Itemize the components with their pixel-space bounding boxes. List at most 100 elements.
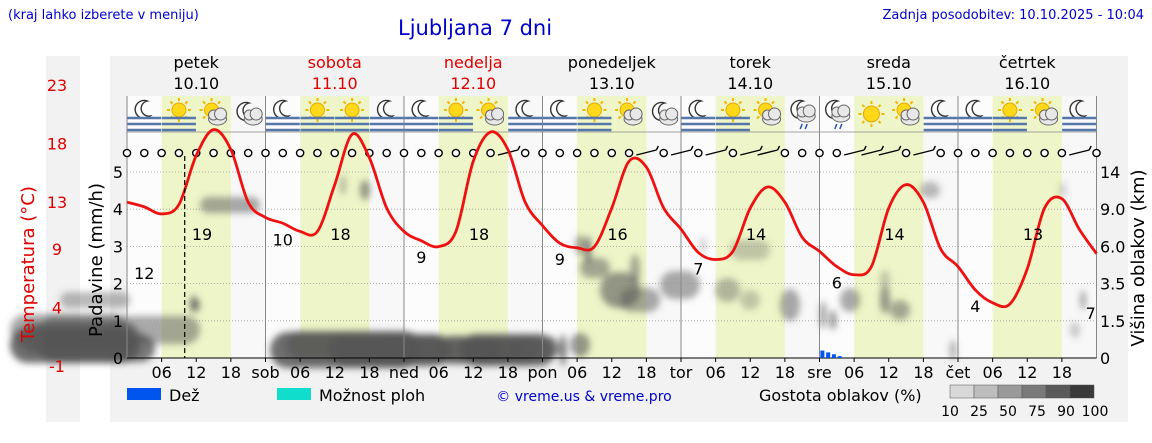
day-date: 10.10: [173, 74, 219, 93]
temperature-tick-label: 13: [47, 193, 67, 212]
wind-barb: [724, 145, 729, 151]
rain-drop: [834, 123, 838, 130]
temperature-label: 6: [832, 274, 842, 293]
wind-calm-circle: [347, 148, 357, 158]
cloud-density-swatch: [1069, 384, 1095, 399]
wind-calm-circle: [157, 148, 166, 158]
sun-ray: [861, 104, 866, 108]
sun-fog-icon: [715, 98, 750, 132]
wind-calm-circle: [313, 148, 322, 158]
sun-ray: [600, 100, 604, 105]
cloud-density-tick-label: 25: [970, 404, 988, 420]
sun-ray: [1033, 115, 1037, 120]
daylight-band: [300, 96, 370, 358]
day-date: 13.10: [589, 74, 635, 93]
night-band: [127, 96, 162, 358]
temperature-tick-label: 18: [47, 135, 67, 154]
cloud-height-tick-label: 0: [1100, 349, 1110, 368]
sun-ray: [632, 100, 637, 105]
x-tick-label: tor: [670, 363, 693, 382]
sun-cloud-icon: [476, 98, 505, 126]
precip-tick-label: 0: [113, 349, 123, 368]
wind-calm-circle: [417, 148, 426, 158]
precip-tick-label: 3: [113, 237, 123, 256]
x-tick-label: 06: [844, 363, 864, 382]
cloud-density-tick-label: 100: [1082, 404, 1109, 420]
sun-ray: [1033, 100, 1037, 105]
x-tick-label: 06: [428, 363, 448, 382]
cloud-patch: [660, 271, 700, 299]
moon-fog-icon: [508, 99, 543, 132]
cloud-patch: [780, 289, 800, 321]
sun-ray: [461, 100, 466, 105]
wind-calm-circle: [953, 148, 963, 158]
temperature-label: 19: [192, 225, 212, 244]
temperature-label: 18: [330, 225, 350, 244]
wind-calm-circle: [1005, 148, 1015, 158]
daylight-band: [715, 96, 785, 358]
cloud-shape: [837, 104, 851, 118]
moon-fog-icon: [542, 99, 577, 132]
x-tick-label: 06: [151, 363, 171, 382]
sun-disc: [725, 102, 741, 118]
cloud-patch: [570, 333, 590, 357]
sun-disc: [586, 102, 602, 118]
sun-cloud-icon: [1030, 98, 1059, 126]
sun-fog-icon: [577, 98, 612, 132]
wind-barb: [705, 149, 726, 156]
wind-calm-circle: [486, 148, 495, 158]
wind-calm-circle: [174, 148, 184, 158]
temperature-tick-label: 9: [52, 240, 62, 259]
cloud-patch: [880, 286, 890, 314]
sun-ray: [184, 100, 189, 105]
page-title: Ljubljana 7 dni: [398, 16, 553, 40]
daylight-band: [577, 96, 647, 358]
x-tick-label: pon: [527, 363, 557, 382]
cloud-patch: [620, 288, 660, 312]
cloud-patch: [360, 180, 370, 200]
rain-bar: [831, 354, 836, 358]
wind-calm-circle: [780, 148, 790, 158]
sun-ray: [1000, 100, 1005, 105]
sun-ray: [894, 100, 899, 105]
precip-tick-label: 5: [113, 163, 123, 182]
cloud-patch: [1080, 290, 1086, 310]
sun-ray: [723, 100, 728, 105]
sun-fog-icon: [161, 98, 196, 132]
sun-ray: [308, 100, 312, 105]
cloud-patch: [580, 258, 610, 278]
wind-calm-circle: [624, 148, 634, 158]
cloud-density-swatch: [1021, 384, 1047, 399]
daylight-band: [161, 96, 231, 358]
temperature-label: 4: [970, 297, 980, 316]
day-date: 14.10: [727, 74, 773, 93]
wind-calm-circle: [122, 148, 132, 158]
x-tick-label: ned: [389, 363, 419, 382]
wind-barb: [913, 149, 934, 156]
cloud-patch: [715, 278, 740, 302]
sun-fog-icon: [335, 98, 370, 132]
sun-ray: [217, 100, 221, 105]
cloud-shape: [491, 107, 505, 121]
night-band: [404, 96, 439, 358]
cloud-density-swatch: [1045, 384, 1071, 399]
wind-calm-circle: [520, 148, 530, 158]
wind-barb: [843, 149, 865, 156]
wind-calm-circle: [1022, 148, 1032, 158]
wind-calm-circle: [1040, 148, 1049, 158]
sun-cloud-icon: [199, 98, 228, 126]
last-update: Zadnja posodobitev: 10.10.2025 - 10:04: [882, 8, 1144, 23]
cloud-density-legend-label: Gostota oblakov (%): [759, 386, 922, 405]
rain-drop: [804, 123, 808, 130]
wind-barb: [863, 145, 867, 151]
x-tick-label: 12: [740, 363, 760, 382]
x-tick-label: 18: [359, 363, 379, 382]
wind-calm-circle: [832, 148, 842, 158]
rain-legend-label: Dež: [169, 386, 200, 405]
wind-calm-circle: [243, 148, 253, 158]
sun-disc: [448, 102, 464, 118]
night-band: [958, 96, 993, 358]
cloud-patch: [820, 301, 826, 329]
day-date: 15.10: [866, 74, 912, 93]
wind-calm-circle: [261, 148, 270, 158]
